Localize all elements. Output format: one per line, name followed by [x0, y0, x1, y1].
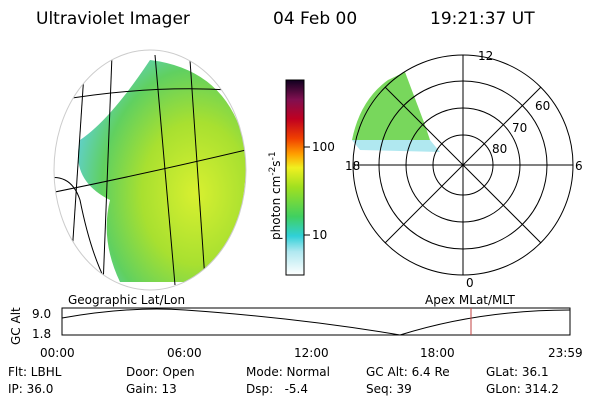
geographic-image	[54, 50, 246, 290]
lat-label: 80	[492, 142, 507, 156]
colorbar-label: photon cm-2s-1	[268, 151, 283, 240]
info-field: GLat: 36.1	[486, 365, 549, 379]
info-field: GC Alt: 6.4 Re	[366, 365, 450, 379]
x-tick-label: 06:00	[167, 346, 202, 360]
info-field: IP: 36.0	[8, 382, 53, 396]
panel-label: Geographic Lat/Lon	[68, 293, 185, 307]
info-field: Dsp: -5.4	[246, 382, 308, 396]
info-field: GLon: 314.2	[486, 382, 559, 396]
lat-label: 70	[512, 121, 527, 135]
colorbar-tick-label: 100	[312, 140, 335, 154]
x-tick-label: 23:59	[548, 346, 583, 360]
y-tick-label: 1.8	[32, 327, 51, 341]
globe-outline	[53, 49, 247, 291]
x-tick-label: 12:00	[294, 346, 329, 360]
mlt-label: 12	[478, 49, 493, 63]
x-tick-label: 18:00	[420, 346, 455, 360]
panel-label: Apex MLat/MLT	[425, 293, 515, 307]
exponent: -1	[268, 151, 278, 160]
title: Ultraviolet Imager	[36, 9, 190, 29]
y-tick-label: 9.0	[32, 307, 51, 321]
altitude-frame	[61, 307, 571, 336]
lat-label: 60	[535, 99, 550, 113]
altitude-curve	[61, 308, 571, 336]
time: 19:21:37 UT	[430, 9, 535, 29]
exponent: -2	[268, 167, 278, 176]
mlt-label: 6	[575, 159, 583, 173]
info-field: Flt: LBHL	[8, 365, 62, 379]
x-tick-label: 00:00	[40, 346, 75, 360]
mlt-label: 0	[466, 276, 474, 290]
info-block: Flt: LBHL Door: Open Mode: Normal GC Alt: 6…	[8, 365, 559, 396]
info-field: Gain: 13	[126, 382, 177, 396]
info-field: Seq: 39	[366, 382, 412, 396]
mlt-label: 18	[345, 159, 360, 173]
info-field: Mode: Normal	[246, 365, 330, 379]
colorbar-tick-label: 10	[312, 228, 327, 242]
date: 04 Feb 00	[273, 9, 357, 29]
y-label: GC Alt	[9, 307, 23, 345]
info-field: Door: Open	[126, 365, 195, 379]
unit: s	[269, 160, 283, 166]
polar-plot: 12 18 6 0 60 70 80	[345, 49, 583, 290]
color-bar	[285, 79, 305, 276]
unit: photon cm	[269, 176, 283, 240]
